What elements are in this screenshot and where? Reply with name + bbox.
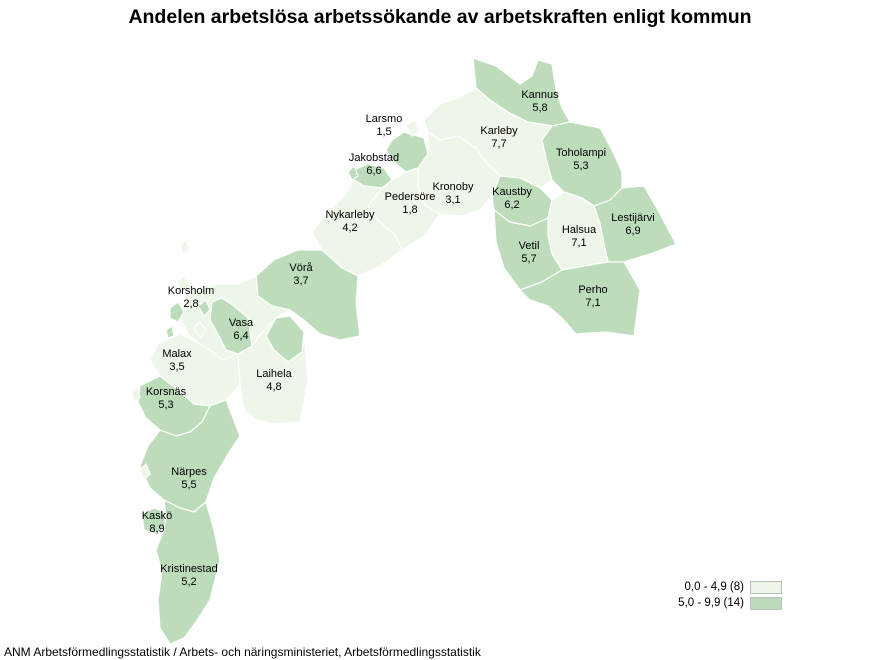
municipality-label-nykarleby: Nykarleby 4,2	[325, 209, 375, 234]
region-kristinestad[interactable]	[155, 499, 221, 645]
region-narpes[interactable]	[139, 399, 241, 513]
archipelago-island	[179, 239, 191, 255]
municipality-label-malax: Malax 3,5	[162, 348, 192, 373]
map-legend: 0,0 - 4,9 (8) 5,0 - 9,9 (14)	[600, 580, 790, 612]
municipality-label-jakobstad: Jakobstad 6,6	[348, 152, 400, 177]
map-title: Andelen arbetslösa arbetssökande av arbe…	[128, 6, 752, 28]
region-laihela[interactable]	[237, 317, 309, 425]
municipality-label-perho: Perho 7,1	[578, 284, 608, 309]
municipality-label-lestijarvi: Lestijärvi 6,9	[611, 212, 655, 237]
municipality-label-kasko: Kaskö 8,9	[141, 510, 173, 535]
municipality-label-vora: Vörå 3,7	[289, 262, 313, 287]
municipality-label-kronoby: Kronoby 3,1	[432, 181, 474, 206]
archipelago-island	[139, 463, 151, 481]
legend-label-low: 0,0 - 4,9 (8)	[684, 581, 744, 593]
municipality-label-kaustby: Kaustby 6,2	[492, 186, 532, 211]
legend-label-high: 5,0 - 9,9 (14)	[678, 597, 744, 609]
archipelago-island	[197, 299, 211, 317]
archipelago-island	[131, 387, 141, 403]
municipality-label-toholampi: Toholampi 5,3	[555, 147, 607, 172]
municipality-label-laihela: Laihela 4,8	[256, 368, 292, 393]
municipality-label-kristinestad: Kristinestad 5,2	[160, 563, 218, 588]
archipelago-island	[193, 321, 207, 339]
legend-swatch-low	[750, 581, 782, 594]
municipality-label-korsnas: Korsnäs 5,3	[145, 386, 187, 411]
legend-item-low: 0,0 - 4,9 (8)	[600, 580, 790, 596]
municipality-label-vasa: Vasa 6,4	[228, 317, 254, 342]
archipelago-island	[175, 275, 191, 293]
archipelago-island	[169, 301, 185, 323]
legend-item-high: 5,0 - 9,9 (14)	[600, 596, 790, 612]
source-note: ANM Arbetsförmedlingsstatistik / Arbets-…	[4, 645, 481, 659]
municipality-label-halsua: Halsua 7,1	[561, 224, 597, 249]
legend-swatch-high	[750, 597, 782, 610]
archipelago-island	[405, 119, 421, 137]
municipality-label-karleby: Karleby 7,7	[480, 125, 518, 150]
municipality-label-larsmo: Larsmo 1,5	[365, 113, 403, 138]
municipality-label-korsholm: Korsholm 2,8	[167, 285, 215, 310]
region-perho[interactable]	[519, 261, 641, 337]
municipality-label-pedersore: Pedersöre 1,8	[384, 191, 436, 216]
municipality-label-kannus: Kannus 5,8	[521, 89, 559, 114]
region-vetil[interactable]	[493, 209, 563, 291]
archipelago-island	[165, 325, 175, 339]
municipality-label-narpes: Närpes 5,5	[171, 466, 207, 491]
archipelago-island	[347, 165, 359, 181]
municipality-label-vetil: Vetil 5,7	[518, 240, 540, 265]
